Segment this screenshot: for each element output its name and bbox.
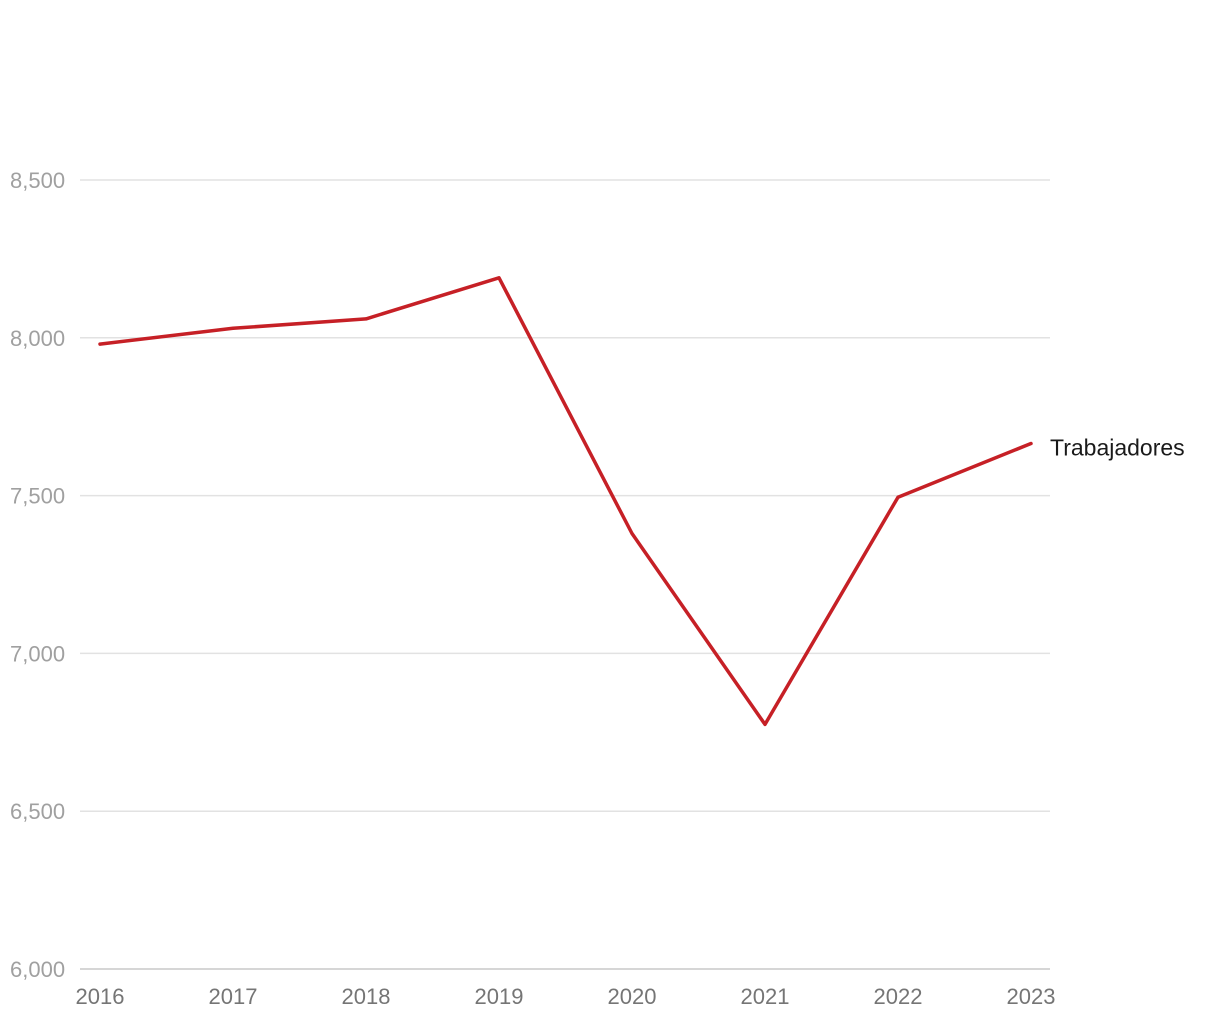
data-point xyxy=(98,342,102,346)
y-tick-label: 7,000 xyxy=(10,641,65,666)
y-tick-label: 7,500 xyxy=(10,484,65,509)
x-tick-label: 2020 xyxy=(608,984,657,1009)
data-point xyxy=(630,531,634,535)
x-tick-label: 2017 xyxy=(209,984,258,1009)
data-point xyxy=(497,276,501,280)
y-tick-label: 6,500 xyxy=(10,799,65,824)
x-axis-ticks: 2016 2017 2018 2019 2020 2021 2022 2023 xyxy=(76,984,1056,1009)
data-point xyxy=(364,317,368,321)
x-tick-label: 2021 xyxy=(741,984,790,1009)
series-label: Trabajadores xyxy=(1050,435,1185,461)
x-tick-label: 2016 xyxy=(76,984,125,1009)
x-tick-label: 2022 xyxy=(874,984,923,1009)
series-line xyxy=(98,276,1033,727)
data-point xyxy=(231,326,235,330)
y-tick-label: 8,000 xyxy=(10,326,65,351)
y-tick-label: 8,500 xyxy=(10,168,65,193)
series-labels: Trabajadores xyxy=(1050,435,1185,461)
data-point xyxy=(763,722,767,726)
series-lines xyxy=(98,276,1033,727)
data-point xyxy=(1029,442,1033,446)
y-axis-ticks: 6,000 6,500 7,000 7,500 8,000 8,500 xyxy=(10,168,65,982)
y-tick-label: 6,000 xyxy=(10,957,65,982)
x-tick-label: 2018 xyxy=(342,984,391,1009)
x-tick-label: 2019 xyxy=(475,984,524,1009)
gridlines xyxy=(80,179,1050,970)
data-point xyxy=(896,495,900,499)
x-tick-label: 2023 xyxy=(1007,984,1056,1009)
